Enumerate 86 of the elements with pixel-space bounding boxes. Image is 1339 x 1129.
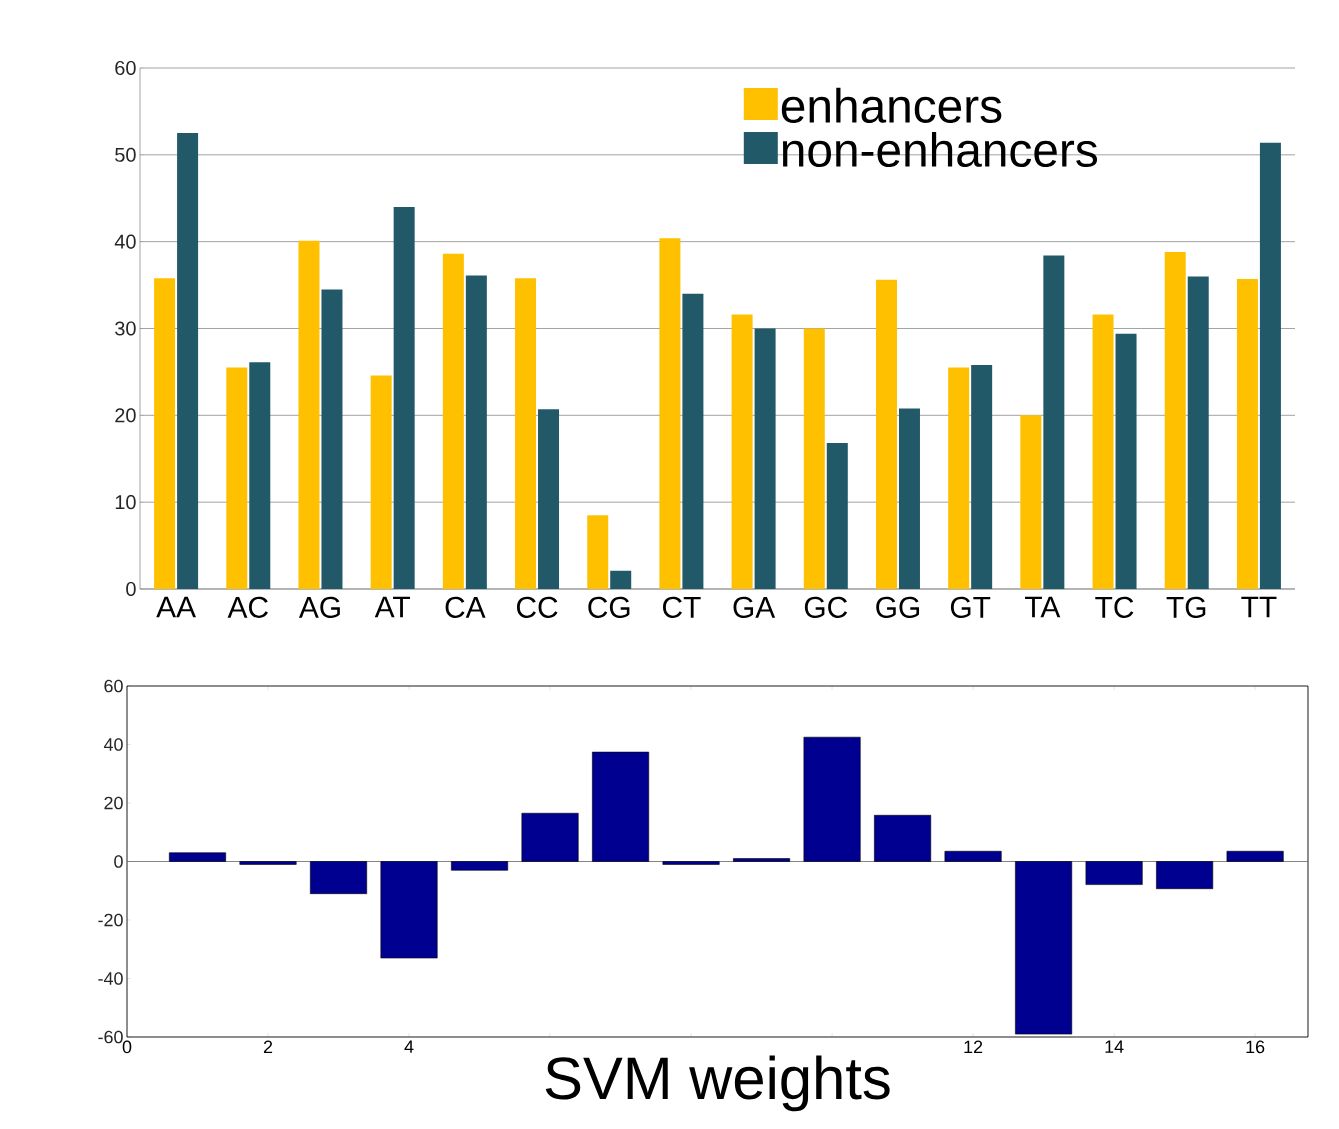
bar xyxy=(731,314,753,589)
bar xyxy=(393,206,415,589)
bar xyxy=(733,858,791,862)
text: SVM weights xyxy=(545,1055,890,1112)
bar xyxy=(948,367,970,589)
x-tick-label: AG xyxy=(298,596,340,618)
x-tick-label: 12 xyxy=(964,1040,983,1054)
x-tick-label: GC xyxy=(804,596,848,618)
bar xyxy=(971,364,993,589)
x-tick-label: 16 xyxy=(1246,1040,1265,1054)
legend-label: non-enhancers xyxy=(782,131,1098,168)
bar xyxy=(1092,314,1114,589)
bar xyxy=(177,133,199,589)
x-tick-label: AA xyxy=(156,596,196,618)
bar xyxy=(465,275,487,589)
x-tick-label: CT xyxy=(663,596,701,618)
bar xyxy=(682,293,704,589)
bar xyxy=(442,253,464,589)
bar xyxy=(451,861,509,871)
x-tick-label: TA xyxy=(1025,596,1061,618)
bar xyxy=(538,409,560,589)
bar xyxy=(944,850,1002,862)
bar xyxy=(898,408,920,589)
bar xyxy=(370,375,392,589)
y-tick-label: 60 xyxy=(104,679,123,693)
x-tick-label: AC xyxy=(227,596,268,618)
x-tick-label: CA xyxy=(445,596,486,618)
bar xyxy=(1236,279,1258,589)
bar xyxy=(610,570,632,589)
x-tick-label: TG xyxy=(1166,596,1206,618)
bar xyxy=(515,278,537,589)
bar xyxy=(754,328,776,589)
bar xyxy=(803,736,861,862)
y-tick-label: 20 xyxy=(115,408,136,423)
bar xyxy=(310,861,368,894)
y-tick-label: -20 xyxy=(98,913,123,927)
x-tick-label: AT xyxy=(374,596,410,618)
bar xyxy=(321,289,343,589)
x-tick-label: CC xyxy=(516,596,558,618)
x-tick-label: 14 xyxy=(1105,1040,1124,1053)
y-tick-label: 10 xyxy=(115,495,136,510)
bar xyxy=(154,278,176,589)
bar xyxy=(226,367,248,589)
bar xyxy=(1043,255,1065,589)
bar xyxy=(1259,142,1281,589)
legend-label: enhancers xyxy=(781,87,1002,123)
bar xyxy=(1187,276,1209,589)
bar xyxy=(587,515,609,589)
bar xyxy=(1156,861,1214,889)
bar xyxy=(826,443,848,589)
bar xyxy=(1115,333,1137,589)
bar xyxy=(662,861,720,865)
bar xyxy=(803,328,825,589)
bar xyxy=(521,812,579,862)
bar xyxy=(169,852,227,862)
bar xyxy=(1020,415,1042,589)
bar xyxy=(298,240,320,589)
y-tick-label: -40 xyxy=(98,972,123,985)
y-tick-label: 60 xyxy=(115,60,136,76)
y-tick-label: 20 xyxy=(104,796,123,810)
bar xyxy=(1164,252,1186,589)
y-tick-label: 50 xyxy=(115,147,136,162)
y-tick-label: 0 xyxy=(126,581,136,597)
bar xyxy=(592,751,650,862)
y-tick-label: 40 xyxy=(103,738,123,751)
bar xyxy=(239,861,297,865)
x-tick-label: CG xyxy=(588,596,630,618)
x-tick-label: GT xyxy=(950,596,991,618)
x-tick-label: 2 xyxy=(263,1040,273,1054)
y-tick-label: 0 xyxy=(114,855,123,868)
bar xyxy=(1015,861,1073,1035)
bar xyxy=(659,238,681,589)
bar xyxy=(380,861,438,959)
x-tick-label: 4 xyxy=(404,1040,414,1053)
bar xyxy=(1085,861,1143,885)
bar xyxy=(874,814,932,862)
bar xyxy=(1226,850,1284,862)
x-tick-label: GA xyxy=(733,596,776,618)
y-tick-label: 30 xyxy=(115,321,136,336)
bar xyxy=(875,279,897,589)
x-tick-label: GG xyxy=(876,596,919,618)
x-tick-label: TC xyxy=(1095,596,1134,618)
y-tick-label: 40 xyxy=(114,234,136,249)
y-tick-label: -60 xyxy=(98,1030,123,1044)
x-tick-label: TT xyxy=(1241,596,1277,618)
bar xyxy=(249,362,271,589)
